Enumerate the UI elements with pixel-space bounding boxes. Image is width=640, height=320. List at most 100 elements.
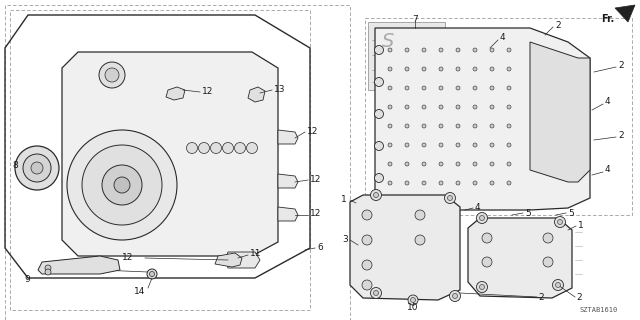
Circle shape [456, 67, 460, 71]
Circle shape [473, 86, 477, 90]
Circle shape [422, 86, 426, 90]
Circle shape [473, 48, 477, 52]
Text: 4: 4 [500, 34, 506, 43]
Circle shape [246, 142, 257, 154]
Circle shape [67, 130, 177, 240]
Text: 4: 4 [605, 98, 611, 107]
Circle shape [211, 142, 221, 154]
Circle shape [507, 67, 511, 71]
Circle shape [405, 48, 409, 52]
Circle shape [23, 154, 51, 182]
Circle shape [473, 124, 477, 128]
Circle shape [82, 145, 162, 225]
Circle shape [479, 284, 484, 290]
Circle shape [186, 142, 198, 154]
Text: 3: 3 [342, 236, 348, 244]
Circle shape [554, 217, 566, 228]
Text: 12: 12 [122, 252, 133, 261]
Circle shape [557, 220, 563, 225]
Circle shape [507, 48, 511, 52]
Circle shape [388, 143, 392, 147]
Circle shape [405, 162, 409, 166]
Circle shape [477, 282, 488, 292]
Circle shape [473, 162, 477, 166]
Text: 12: 12 [202, 86, 213, 95]
Polygon shape [468, 218, 572, 298]
Circle shape [439, 181, 443, 185]
Circle shape [415, 235, 425, 245]
Circle shape [439, 105, 443, 109]
Text: 11: 11 [250, 250, 262, 259]
Circle shape [422, 105, 426, 109]
Circle shape [405, 124, 409, 128]
Text: Fr.: Fr. [601, 14, 614, 24]
Circle shape [234, 142, 246, 154]
Text: 2: 2 [538, 293, 543, 302]
Circle shape [15, 146, 59, 190]
Circle shape [422, 162, 426, 166]
Circle shape [456, 143, 460, 147]
Text: SZTAB1610: SZTAB1610 [580, 307, 618, 313]
Circle shape [45, 265, 51, 271]
Circle shape [490, 181, 494, 185]
Text: 12: 12 [307, 126, 318, 135]
Polygon shape [278, 207, 298, 221]
Circle shape [479, 215, 484, 220]
Circle shape [388, 124, 392, 128]
Circle shape [410, 298, 415, 302]
Polygon shape [62, 52, 278, 256]
Circle shape [439, 67, 443, 71]
Polygon shape [248, 87, 265, 102]
Circle shape [490, 105, 494, 109]
Circle shape [543, 233, 553, 243]
Circle shape [405, 181, 409, 185]
Circle shape [452, 293, 458, 299]
Text: 12: 12 [310, 210, 321, 219]
Circle shape [374, 77, 383, 86]
Circle shape [456, 162, 460, 166]
Polygon shape [615, 5, 635, 22]
Circle shape [422, 181, 426, 185]
Polygon shape [166, 87, 185, 100]
Circle shape [473, 105, 477, 109]
Circle shape [362, 260, 372, 270]
Circle shape [490, 48, 494, 52]
Circle shape [473, 181, 477, 185]
Circle shape [507, 181, 511, 185]
Circle shape [507, 86, 511, 90]
Circle shape [490, 162, 494, 166]
Text: 10: 10 [407, 303, 419, 313]
Polygon shape [368, 22, 445, 90]
Circle shape [490, 67, 494, 71]
Circle shape [507, 162, 511, 166]
Circle shape [439, 86, 443, 90]
Circle shape [31, 162, 43, 174]
Polygon shape [350, 195, 460, 300]
Text: 6: 6 [317, 243, 323, 252]
Polygon shape [38, 256, 120, 274]
Polygon shape [375, 28, 590, 210]
Circle shape [456, 105, 460, 109]
Circle shape [388, 162, 392, 166]
Circle shape [477, 212, 488, 223]
Circle shape [422, 143, 426, 147]
Polygon shape [225, 252, 260, 268]
Polygon shape [278, 130, 298, 144]
Circle shape [456, 124, 460, 128]
Circle shape [374, 45, 383, 54]
Circle shape [543, 257, 553, 267]
Circle shape [439, 48, 443, 52]
Circle shape [388, 67, 392, 71]
Circle shape [507, 124, 511, 128]
Circle shape [99, 62, 125, 88]
Circle shape [422, 48, 426, 52]
Circle shape [439, 143, 443, 147]
Circle shape [482, 257, 492, 267]
Text: 5: 5 [525, 209, 531, 218]
Circle shape [456, 48, 460, 52]
Circle shape [490, 86, 494, 90]
Circle shape [490, 143, 494, 147]
Circle shape [374, 109, 383, 118]
Text: 4: 4 [605, 165, 611, 174]
Circle shape [482, 233, 492, 243]
